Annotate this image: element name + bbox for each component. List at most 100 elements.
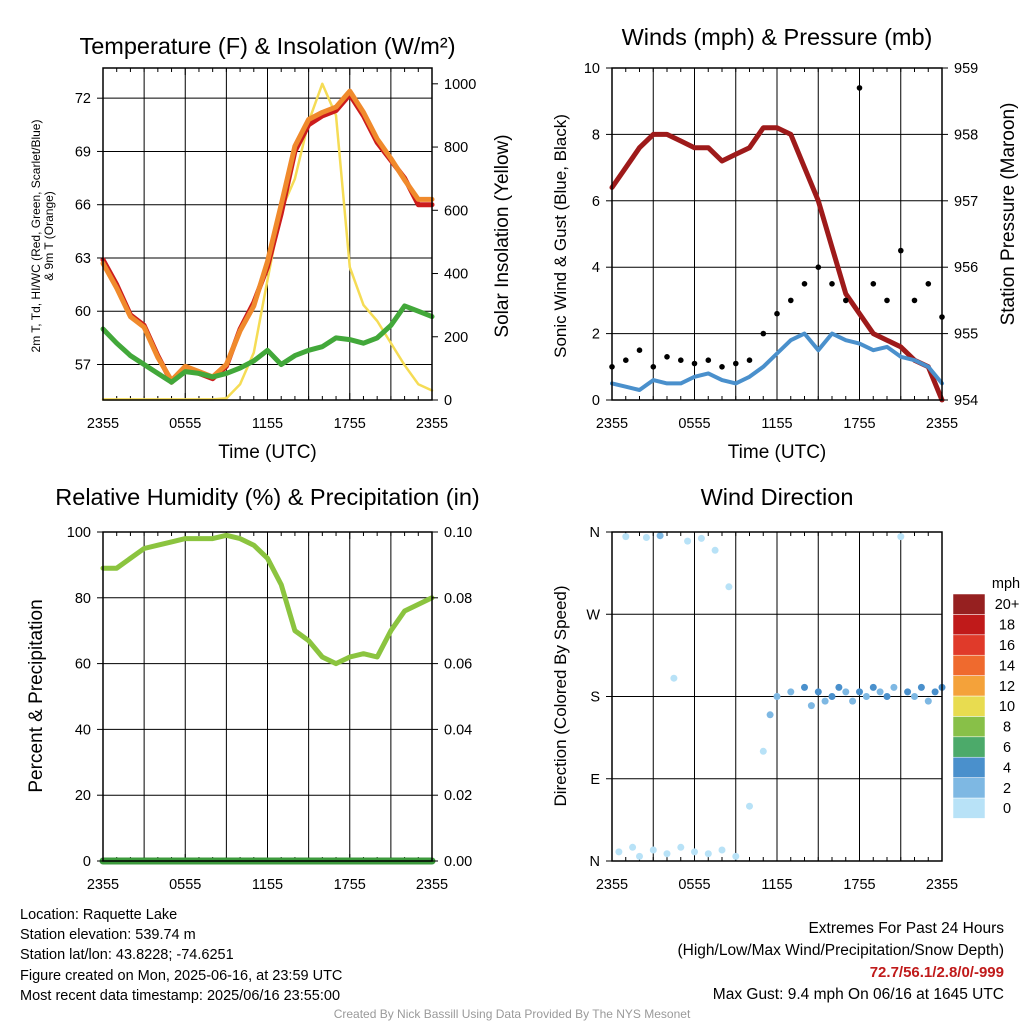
y-tick-label: 2 (592, 327, 600, 343)
x-axis-label: Time (UTC) (728, 442, 827, 463)
y-tick-label: 40 (75, 722, 91, 738)
y-tick-label: 10 (584, 61, 600, 77)
direction-tick-label: N (590, 525, 600, 541)
wind-direction-point (725, 583, 733, 591)
wind-direction-point (917, 683, 925, 691)
legend-label: 6 (1003, 740, 1011, 756)
y-right-tick-label: 0.04 (444, 722, 472, 738)
credit-line: Created By Nick Bassill Using Data Provi… (333, 1007, 691, 1021)
chart-title: Relative Humidity (%) & Precipitation (i… (55, 484, 479, 510)
wind-direction-point (904, 688, 912, 696)
wind-direction-point (677, 843, 685, 851)
wind-direction-point (711, 546, 719, 554)
wind-direction-point (670, 674, 678, 682)
y-axis-label-line: & 9m T (Orange) (42, 191, 56, 281)
y-right-axis-label: Solar Insolation (Yellow) (492, 134, 513, 337)
location-label: Location: Raquette Lake (20, 907, 178, 923)
legend-label: 14 (999, 658, 1015, 674)
legend-swatch (952, 614, 986, 636)
x-tick-label: 2355 (416, 416, 448, 432)
series-sonic-wind-line (610, 331, 944, 392)
series-gust-point (705, 357, 712, 364)
extremes-subtitle: (High/Low/Max Wind/Precipitation/Snow De… (677, 942, 1005, 959)
series-gust-point (829, 281, 835, 287)
y-right-tick-label: 956 (954, 260, 978, 276)
y-axis-label: 2m T, Td, HI/WC (Red, Green, Scarlet/Blu… (29, 120, 56, 353)
extremes-values: 72.7/56.1/2.8/0/-999 (869, 964, 1004, 981)
elevation-label: Station elevation: 539.74 m (20, 927, 196, 944)
series-gust-point (788, 297, 794, 304)
series-gust-point (911, 297, 918, 304)
wind-direction-point (869, 683, 877, 691)
wind-direction-point (732, 852, 740, 860)
x-tick-label: 0555 (678, 416, 710, 432)
series-gust-point (636, 347, 643, 354)
y-right-tick-label: 200 (444, 330, 468, 346)
chart-title: Winds (mph) & Pressure (mb) (622, 24, 933, 50)
recent-label: Most recent data timestamp: 2025/06/16 2… (20, 987, 341, 1004)
series-gust-point (650, 364, 657, 370)
wind-direction-point (629, 843, 637, 851)
y-tick-label: 80 (75, 591, 91, 607)
wind-direction-point (814, 688, 822, 696)
series-line-9m-t (100, 88, 435, 383)
y-tick-label: 6 (592, 194, 600, 210)
wind-direction-point (718, 846, 726, 854)
y-tick-label: 100 (67, 525, 91, 541)
y-right-axis-label: Station Pressure (Maroon) (998, 103, 1019, 326)
legend-label: 4 (1003, 760, 1011, 776)
wind-direction-point (697, 534, 705, 542)
latlon-label: Station lat/lon: 43.8228; -74.6251 (20, 947, 234, 964)
series-line-rh (100, 532, 435, 667)
y-tick-label: 0 (592, 393, 600, 409)
series-gust-point (801, 281, 808, 287)
y-right-tick-label: 1000 (444, 77, 476, 93)
series-gust-point (843, 297, 849, 304)
created-label: Figure created on Mon, 2025-06-16, at 23… (20, 967, 343, 984)
y-tick-label: 66 (75, 198, 91, 214)
x-tick-label: 2355 (87, 877, 119, 893)
wind-direction-point (897, 533, 905, 541)
legend-swatch (952, 654, 986, 676)
series-station-pressure-line (609, 125, 945, 403)
wind-direction-point (636, 852, 643, 860)
wind-direction-point (828, 693, 836, 700)
y-right-tick-label: 958 (954, 127, 978, 143)
legend-label: 16 (999, 638, 1015, 654)
legend-swatch (952, 695, 986, 717)
y-right-tick-label: 957 (954, 194, 978, 210)
series-gust-point (746, 357, 753, 364)
x-axis-label: Time (UTC) (218, 442, 317, 463)
y-axis-label-line: 2m T, Td, HI/WC (Red, Green, Scarlet/Blu… (29, 120, 43, 353)
legend-title: mph (992, 576, 1020, 592)
series-gust-point (678, 357, 684, 364)
legend-label: 20+ (995, 597, 1020, 613)
x-tick-label: 2355 (87, 416, 119, 432)
series-gust-point (898, 247, 904, 254)
wind-direction-point (801, 683, 808, 691)
wind-direction-point (642, 534, 650, 541)
wind-direction-point (911, 693, 918, 700)
wind-direction-point (684, 537, 692, 545)
x-tick-label: 0555 (678, 877, 710, 893)
y-right-tick-label: 600 (444, 203, 468, 219)
y-tick-label: 20 (75, 788, 91, 804)
x-tick-label: 2355 (416, 877, 448, 893)
x-tick-label: 2355 (596, 416, 628, 432)
wind-direction-point (649, 846, 657, 854)
wind-direction-point (746, 802, 753, 810)
direction-tick-label: S (590, 690, 600, 706)
wind-direction-point (807, 702, 815, 710)
y-right-tick-label: 400 (444, 267, 468, 283)
series-gust-point (884, 297, 890, 304)
y-axis-label: Percent & Precipitation (26, 599, 47, 792)
legend-label: 10 (999, 699, 1015, 715)
y-right-tick-label: 0 (444, 393, 452, 409)
wind-direction-point (856, 688, 863, 696)
legend-swatch (952, 736, 986, 758)
series-gust-point (623, 357, 629, 364)
wind-direction-point (663, 850, 671, 858)
x-tick-label: 1755 (843, 877, 875, 893)
legend-swatch (952, 634, 986, 656)
